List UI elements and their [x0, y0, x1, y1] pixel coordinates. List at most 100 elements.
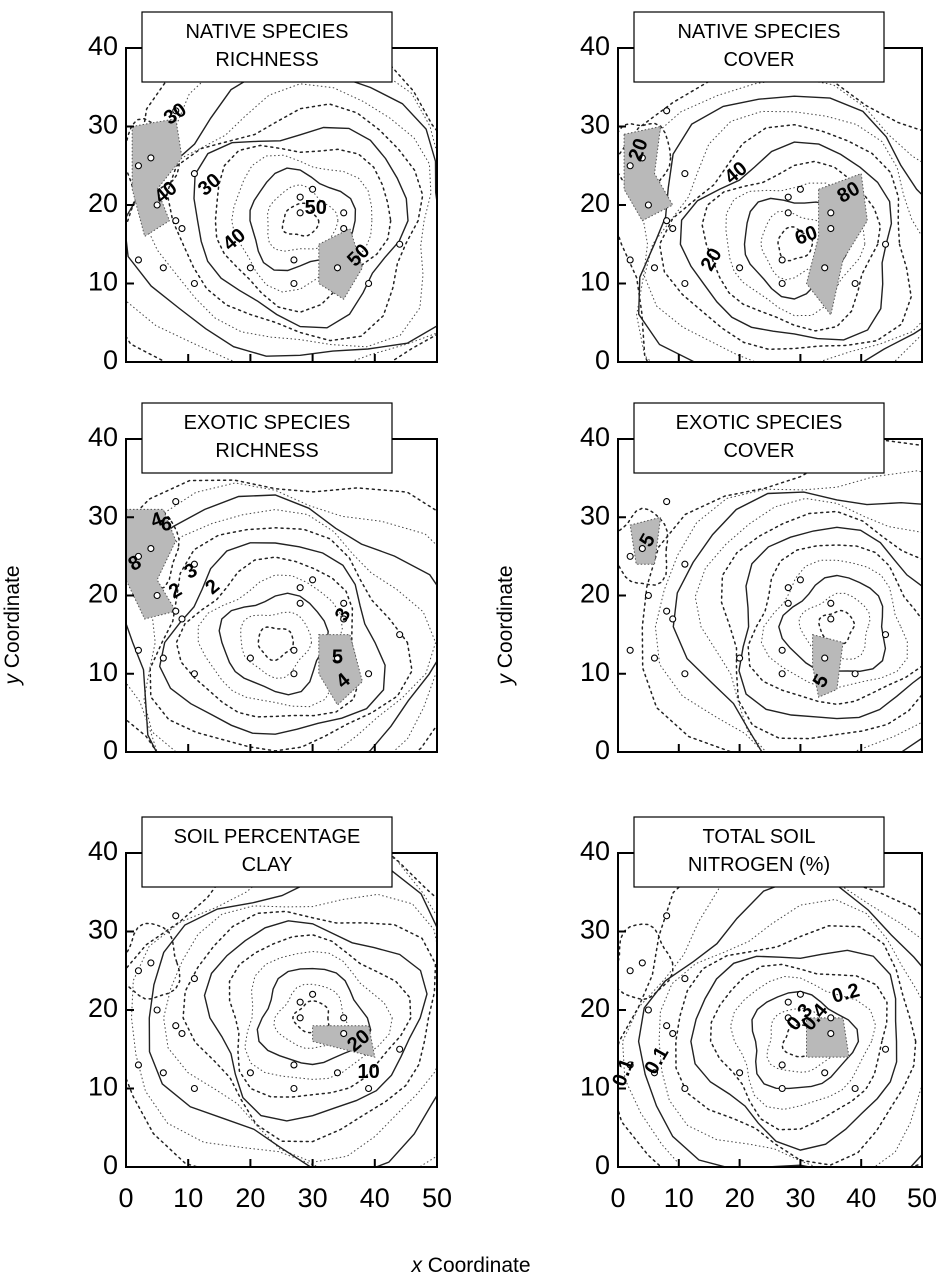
sample-point — [827, 225, 835, 233]
sample-point — [644, 591, 652, 600]
contour-line — [679, 141, 893, 341]
y-tick-label: 30 — [580, 500, 610, 530]
sample-point — [365, 1084, 373, 1093]
sample-point — [851, 279, 859, 288]
sample-point — [309, 990, 317, 998]
sample-point — [134, 1061, 142, 1069]
y-tick-label: 0 — [103, 735, 118, 765]
contour-line — [126, 479, 437, 752]
contour-line — [637, 876, 922, 1167]
sample-point — [626, 162, 634, 170]
sample-point — [796, 990, 804, 998]
contour-line — [720, 510, 922, 740]
sample-point — [796, 576, 804, 584]
contour-line — [778, 574, 887, 673]
x-tick-label: 40 — [846, 1183, 876, 1213]
sample-point — [190, 975, 198, 983]
sample-point — [778, 1061, 786, 1069]
contour-label: 40 — [219, 224, 250, 255]
sample-point — [290, 1061, 298, 1069]
sample-point — [827, 615, 835, 623]
y-tick-label: 10 — [580, 267, 610, 297]
contour-line — [751, 990, 860, 1090]
panel-title-line: EXOTIC SPECIES — [676, 412, 843, 434]
sample-point — [147, 544, 155, 553]
sample-point — [159, 1069, 167, 1077]
sample-point — [851, 670, 859, 678]
y-tick-label: 20 — [88, 188, 118, 218]
sample-point — [681, 279, 689, 288]
sample-point — [290, 646, 298, 654]
sample-point — [669, 225, 677, 233]
sample-point — [778, 646, 786, 654]
hatched-region — [806, 1017, 850, 1058]
contour-line — [658, 898, 922, 1167]
sample-point — [172, 107, 180, 115]
y-tick-label: 10 — [580, 657, 610, 687]
sample-point — [827, 599, 835, 607]
sample-point — [681, 1084, 689, 1093]
panel-title-line: RICHNESS — [215, 440, 318, 462]
contour-line — [149, 527, 413, 752]
panel-title-line: COVER — [723, 440, 794, 462]
sample-point — [365, 279, 373, 288]
sample-point — [778, 1084, 786, 1093]
x-axis-title: x Coordinate — [410, 1254, 530, 1277]
x-tick-label: 10 — [664, 1183, 694, 1213]
sample-point — [340, 1014, 348, 1022]
panel-title-line: RICHNESS — [215, 49, 318, 71]
y-tick-label: 0 — [595, 1150, 610, 1180]
y-tick-label: 0 — [103, 345, 118, 375]
sample-point — [296, 193, 304, 201]
contour-line — [126, 482, 437, 752]
panel-title-box — [141, 11, 393, 83]
y-tick-label: 40 — [88, 422, 118, 452]
hatched-region — [312, 1025, 376, 1058]
hatched-region — [805, 172, 868, 317]
y-tick-label: 20 — [88, 993, 118, 1023]
sample-point — [365, 670, 373, 678]
sample-point — [669, 1030, 677, 1038]
contour-line — [126, 922, 181, 1000]
sample-point — [172, 217, 180, 225]
sample-point — [669, 615, 677, 623]
contour-line — [231, 154, 373, 293]
y-tick-label: 20 — [580, 579, 610, 609]
sample-point — [881, 631, 890, 639]
sample-point — [296, 998, 304, 1006]
contour-line — [257, 626, 295, 662]
y-tick-label: 20 — [580, 188, 610, 218]
contour-line — [701, 160, 882, 332]
sample-point — [290, 256, 298, 264]
contour-line — [654, 470, 922, 752]
panel-title-box — [633, 816, 885, 888]
sample-point — [796, 185, 804, 193]
contour-label: 50 — [305, 197, 327, 219]
panel-title-box — [141, 816, 393, 888]
contour-line — [709, 963, 888, 1131]
contour-line — [158, 542, 386, 735]
sample-point — [626, 1061, 634, 1069]
contour-line — [690, 949, 898, 1151]
sample-point — [663, 607, 671, 615]
sample-point — [784, 599, 792, 607]
sample-point — [172, 607, 180, 615]
contour-line — [240, 611, 313, 679]
panel-title-line: TOTAL SOIL — [703, 826, 816, 848]
y-axis-title-right: y Coordinate — [494, 565, 517, 686]
contour-line — [203, 920, 428, 1122]
panel-title-box — [633, 402, 885, 474]
sample-point — [681, 560, 689, 568]
x-tick-label: 50 — [907, 1183, 937, 1213]
contour-line — [818, 609, 855, 646]
sample-point — [638, 959, 646, 967]
panel-title-line: SOIL PERCENTAGE — [174, 826, 361, 848]
y-tick-label: 40 — [580, 422, 610, 452]
sample-point — [290, 670, 298, 678]
sample-point — [784, 584, 792, 592]
sample-point — [178, 615, 186, 623]
sample-point — [851, 1084, 859, 1093]
